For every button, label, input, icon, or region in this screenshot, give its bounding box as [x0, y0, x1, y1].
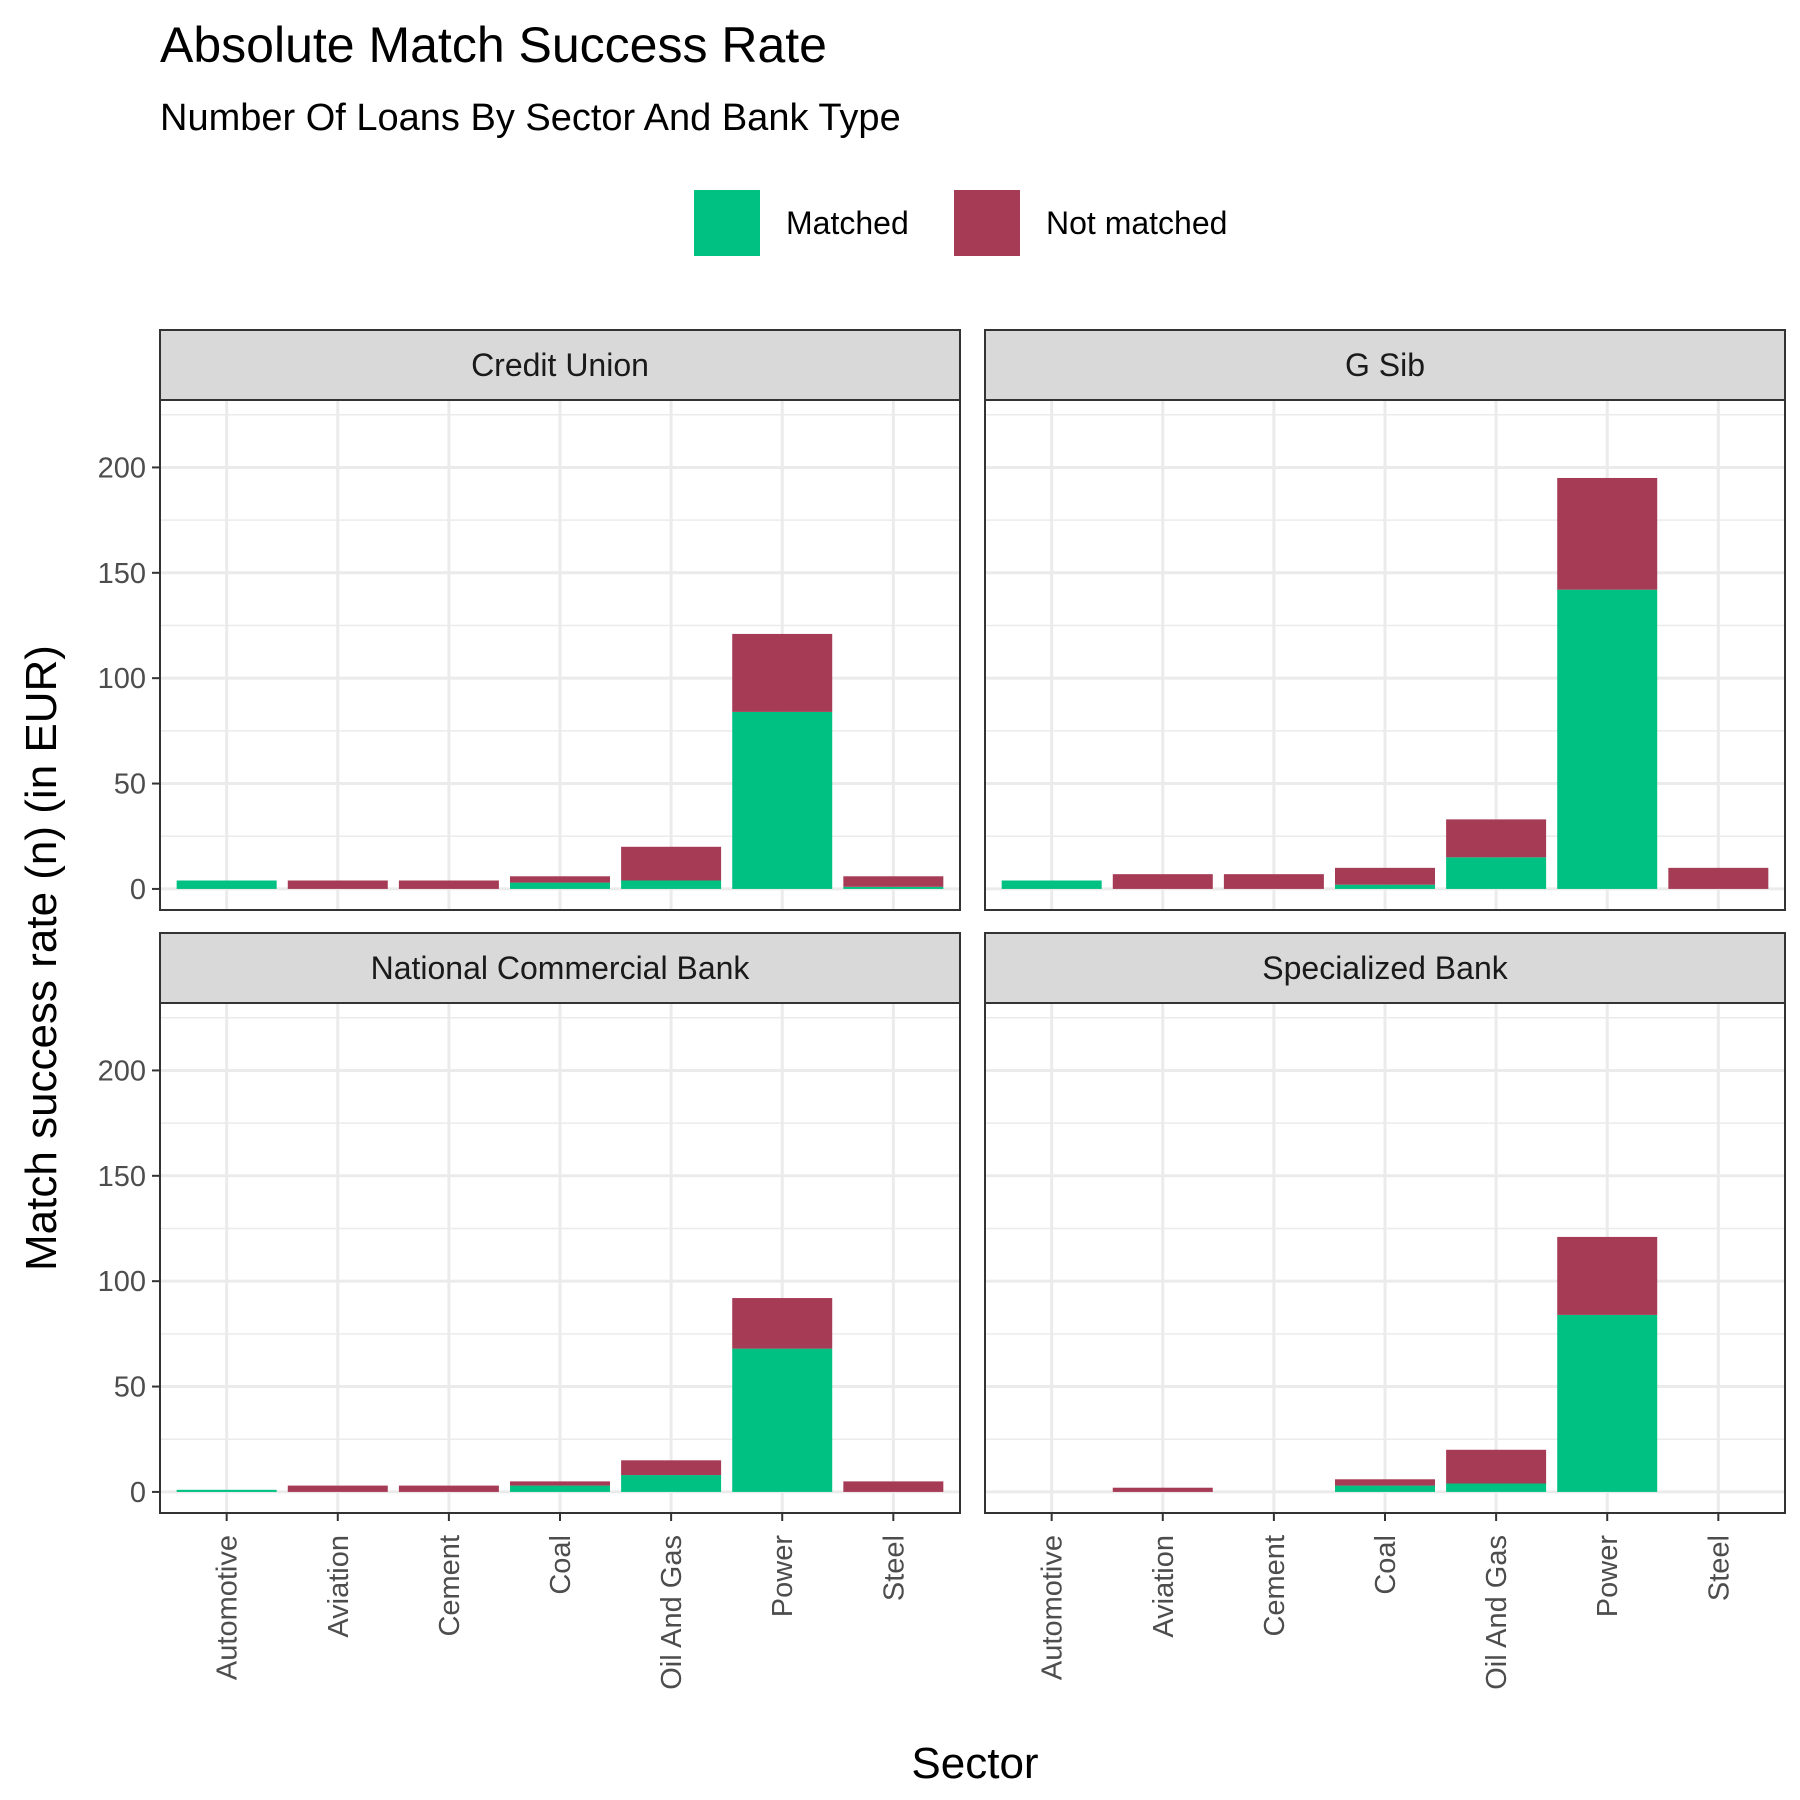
y-axis-title: Match success rate (n) (in EUR): [17, 645, 66, 1271]
x-tick-label-cement: Cement: [434, 1535, 466, 1637]
bar-matched-power: [1557, 589, 1658, 889]
legend-label-matched: Matched: [786, 205, 909, 241]
legend: Matched Not matched: [694, 190, 1227, 256]
panel-border: [159, 399, 961, 911]
bar-matched-automotive: [176, 1489, 277, 1492]
facet-strip-label: G Sib: [1345, 347, 1425, 383]
y-tick-label: 200: [98, 1055, 146, 1087]
x-tick-label-power: Power: [1592, 1535, 1624, 1618]
x-tick-label-steel: Steel: [1703, 1535, 1735, 1601]
bar-not-matched-steel: [843, 876, 944, 887]
facet-strip-label: Credit Union: [471, 347, 649, 383]
bar-matched-coal: [510, 1485, 610, 1492]
facet-strip-label: Specialized Bank: [1262, 950, 1508, 986]
bar-matched-oil-and-gas: [621, 880, 722, 889]
y-tick-label: 0: [130, 1477, 146, 1509]
bar-not-matched-coal: [1335, 1479, 1435, 1486]
facet-strip-label: National Commercial Bank: [371, 950, 751, 986]
bar-matched-oil-and-gas: [1446, 1483, 1547, 1492]
bar-matched-oil-and-gas: [1446, 857, 1547, 889]
y-tick-label: 200: [98, 452, 146, 484]
bar-not-matched-cement: [398, 1485, 499, 1492]
bar-matched-coal: [1335, 1485, 1435, 1492]
bar-not-matched-cement: [1223, 874, 1324, 889]
bar-not-matched-steel: [1668, 867, 1769, 889]
bar-matched-automotive: [176, 880, 277, 889]
legend-swatch-not-matched: [954, 190, 1020, 256]
x-axis-title: Sector: [911, 1739, 1038, 1788]
y-tick-label: 100: [98, 663, 146, 695]
x-tick-label-aviation: Aviation: [1148, 1535, 1180, 1638]
x-tick-label-aviation: Aviation: [323, 1535, 355, 1638]
bar-matched-coal: [1335, 884, 1435, 889]
bar-matched-steel: [843, 886, 944, 889]
bar-not-matched-coal: [1335, 867, 1435, 885]
bar-matched-power: [732, 711, 833, 889]
facet-strip: [984, 932, 1786, 1004]
y-tick-label: 150: [98, 558, 146, 590]
x-tick-label-oil-and-gas: Oil And Gas: [1481, 1535, 1513, 1690]
bar-not-matched-coal: [510, 876, 610, 883]
chart-title: Absolute Match Success Rate: [160, 17, 827, 73]
bar-matched-power: [732, 1348, 833, 1492]
bar-not-matched-power: [732, 1298, 833, 1349]
bar-matched-coal: [510, 882, 610, 889]
bar-not-matched-aviation: [1112, 1487, 1213, 1492]
x-tick-label-cement: Cement: [1259, 1535, 1291, 1637]
bar-not-matched-aviation: [1112, 874, 1213, 889]
x-tick-label-automotive: Automotive: [1037, 1535, 1069, 1680]
bar-matched-oil-and-gas: [621, 1475, 722, 1492]
x-tick-label-oil-and-gas: Oil And Gas: [656, 1535, 688, 1690]
bar-not-matched-aviation: [287, 880, 388, 889]
y-tick-label: 100: [98, 1266, 146, 1298]
facet-panels: Credit Union 0 50 100 150 200 G Sib National Co…: [98, 329, 1786, 1690]
x-tick-label-steel: Steel: [878, 1535, 910, 1601]
facet-strip: [159, 932, 961, 1004]
panel-border: [984, 399, 1786, 911]
bar-not-matched-oil-and-gas: [1446, 1449, 1547, 1484]
bar-not-matched-oil-and-gas: [621, 1460, 722, 1476]
facet-g-sib: G Sib: [984, 329, 1786, 911]
bar-not-matched-power: [1557, 1236, 1658, 1315]
facet-strip: [159, 329, 961, 401]
bar-not-matched-steel: [843, 1481, 944, 1492]
y-tick-label: 150: [98, 1161, 146, 1193]
x-tick-label-automotive: Automotive: [212, 1535, 244, 1680]
legend-label-not-matched: Not matched: [1046, 205, 1227, 241]
bar-not-matched-oil-and-gas: [621, 846, 722, 881]
x-tick-label-power: Power: [767, 1535, 799, 1618]
bar-not-matched-oil-and-gas: [1446, 819, 1547, 858]
y-tick-label: 50: [114, 1372, 146, 1404]
x-tick-label-coal: Coal: [1370, 1535, 1402, 1595]
bar-matched-power: [1557, 1314, 1658, 1492]
legend-swatch-matched: [694, 190, 760, 256]
bar-not-matched-coal: [510, 1481, 610, 1486]
facet-strip: [984, 329, 1786, 401]
bar-not-matched-aviation: [287, 1485, 388, 1492]
x-tick-label-coal: Coal: [545, 1535, 577, 1595]
bar-not-matched-power: [1557, 477, 1658, 590]
bar-matched-automotive: [1001, 880, 1102, 889]
facet-national-commercial-bank: National Commercial Bank 0 50 100 150 200 Auto…: [98, 932, 961, 1690]
chart-subtitle: Number Of Loans By Sector And Bank Type: [160, 97, 901, 139]
y-tick-label: 50: [114, 769, 146, 801]
y-tick-label: 0: [130, 874, 146, 906]
bar-not-matched-power: [732, 633, 833, 712]
facet-credit-union: Credit Union 0 50 100 150 200: [98, 329, 961, 911]
facet-specialized-bank: Specialized Bank Automotive Aviation Cement…: [984, 932, 1786, 1690]
bar-not-matched-cement: [398, 880, 499, 889]
